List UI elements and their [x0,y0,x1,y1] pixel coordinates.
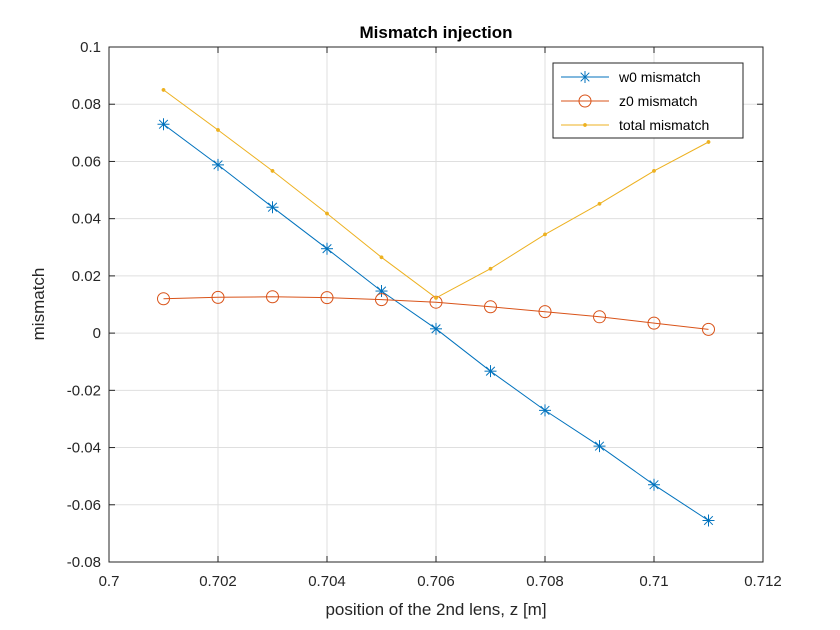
data-point [321,242,333,255]
data-point [597,201,602,206]
data-point [375,293,388,307]
series-2 [161,87,711,300]
data-point [211,290,225,304]
x-tick-label: 0.704 [308,573,346,590]
series-1 [157,290,715,336]
y-tick-label: 0.1 [80,39,101,56]
legend-marker [583,123,587,127]
y-tick-label: 0.06 [72,153,101,170]
legend-marker [578,94,592,108]
data-point [648,478,660,491]
x-tick-label: 0.708 [526,573,564,590]
data-point [216,128,220,132]
y-tick-label: -0.08 [67,554,101,571]
y-tick-label: 0.02 [72,268,101,285]
data-point [320,291,334,305]
data-point [702,322,715,336]
data-point [593,440,606,453]
data-point [484,365,497,378]
y-tick-label: -0.06 [67,497,101,514]
legend-entry: total mismatch [561,117,709,133]
x-tick-label: 0.712 [744,573,782,590]
legend-marker [579,71,591,83]
data-point [647,316,661,330]
y-tick-label: -0.02 [67,382,101,399]
data-point [430,322,442,335]
data-point [325,211,329,216]
data-point [212,158,224,171]
legend-label: w0 mismatch [618,69,701,85]
series-layer [157,87,715,527]
data-point [702,514,715,527]
data-point [543,232,547,237]
x-tick-label: 0.702 [199,573,237,590]
data-point [157,118,170,131]
data-point [539,404,551,417]
data-point [266,201,279,214]
data-point [484,300,497,314]
series-line [163,296,709,330]
x-tick-label: 0.7 [99,573,120,590]
data-point [434,295,438,300]
data-point [538,305,552,319]
data-point [157,292,170,306]
x-axis-label: position of the 2nd lens, z [m] [325,600,546,619]
y-tick-label: 0 [93,325,101,342]
legend-entry: w0 mismatch [561,69,701,85]
ticks: 0.7 0.702 0.704 0.706 0.708 0.71 0.712 -0.08 -0.… [67,39,782,590]
y-axis-label: mismatch [29,268,48,341]
data-point [270,168,275,173]
data-point [379,255,384,260]
x-tick-label: 0.706 [417,573,455,590]
data-point [593,310,606,324]
legend-entry: z0 mismatch [561,93,698,109]
legend-label: z0 mismatch [619,93,698,109]
y-tick-label: -0.04 [67,440,101,457]
legend: w0 mismatch z0 mismatch total mismatch [552,62,744,139]
y-tick-label: 0.08 [72,96,101,113]
data-point [488,266,493,271]
data-point [652,168,656,173]
data-point [266,290,279,304]
x-tick-label: 0.71 [639,573,668,590]
data-point [161,87,166,92]
legend-label: total mismatch [619,117,709,133]
chart-title: Mismatch injection [359,23,512,42]
data-point [706,140,711,144]
series-0 [157,118,715,527]
y-tick-label: 0.04 [72,211,101,228]
